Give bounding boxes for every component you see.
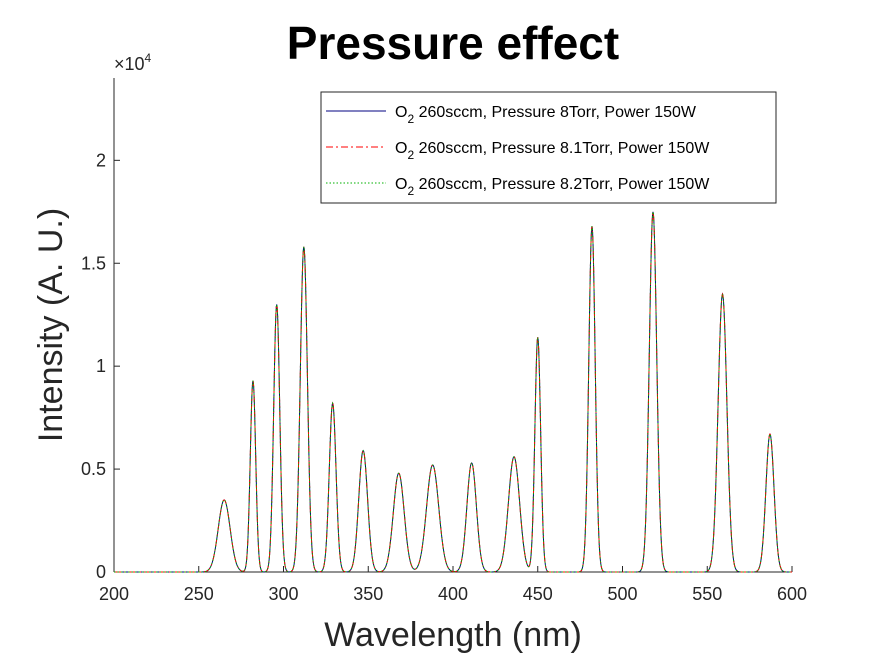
x-tick-label: 350 [353, 584, 383, 604]
series-line-1 [114, 211, 792, 573]
x-ticks: 200 250 300 350 400 450 500 550 600 [99, 566, 807, 604]
legend-entry-3: O2 260sccm, Pressure 8.2Torr, Power 150W [395, 176, 710, 198]
y-tick-label: 2 [96, 150, 106, 170]
legend-subscript: 2 [407, 184, 414, 198]
x-tick-label: 250 [184, 584, 214, 604]
x-tick-label: 450 [523, 584, 553, 604]
y-ticks: 0 0.5 1 1.5 2 [81, 150, 120, 582]
legend-entry-2: O2 260sccm, Pressure 8.1Torr, Power 150W [395, 140, 710, 162]
series-line-3 [114, 211, 792, 573]
legend-label: 260sccm, Pressure 8.2Torr, Power 150W [414, 176, 710, 193]
legend-box [320, 91, 777, 204]
y-exponent-power: 4 [145, 51, 152, 65]
legend-label: 260sccm, Pressure 8.1Torr, Power 150W [414, 140, 710, 157]
legend-subscript: 2 [407, 148, 414, 162]
legend-chem: O [395, 140, 407, 157]
x-tick-label: 400 [438, 584, 468, 604]
x-tick-label: 200 [99, 584, 129, 604]
y-tick-label: 1 [96, 356, 106, 376]
x-tick-label: 600 [777, 584, 807, 604]
series-group [114, 211, 792, 573]
legend-subscript: 2 [407, 112, 414, 126]
legend-label: 260sccm, Pressure 8Torr, Power 150W [414, 104, 697, 121]
x-axis-label: Wavelength (nm) [324, 616, 582, 654]
series-line-2 [114, 211, 792, 573]
legend: O2 260sccm, Pressure 8Torr, Power 150WO2… [320, 91, 777, 204]
y-tick-label: 1.5 [81, 253, 106, 273]
y-exponent-label: ×104 [114, 51, 152, 74]
legend-entry-1: O2 260sccm, Pressure 8Torr, Power 150W [395, 104, 697, 126]
legend-chem: O [395, 104, 407, 121]
y-tick-label: 0 [96, 562, 106, 582]
x-tick-label: 500 [607, 584, 637, 604]
y-exponent-base: ×10 [114, 54, 145, 74]
y-tick-label: 0.5 [81, 459, 106, 479]
chart-title: Pressure effect [287, 17, 619, 69]
x-tick-label: 300 [268, 584, 298, 604]
y-axis-label: Intensity (A. U.) [32, 208, 70, 442]
legend-chem: O [395, 176, 407, 193]
x-tick-label: 550 [692, 584, 722, 604]
